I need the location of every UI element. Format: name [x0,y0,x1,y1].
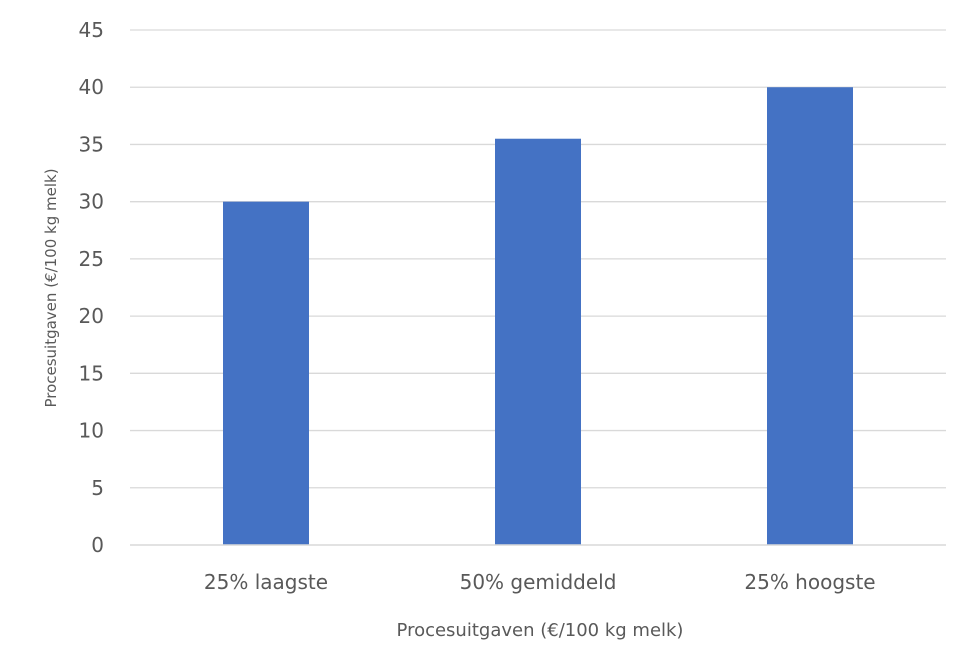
y-tick-label: 20 [79,304,104,328]
y-tick-label: 25 [79,247,104,271]
y-axis-tick-labels: 0 5 10 15 20 25 30 35 40 45 [79,18,104,557]
bar [767,87,853,545]
y-tick-label: 45 [79,18,104,42]
y-tick-label: 30 [79,190,104,214]
y-tick-label: 5 [91,476,104,500]
y-tick-label: 0 [91,533,104,557]
x-category-label: 25% laagste [204,570,328,594]
y-tick-label: 10 [79,419,104,443]
bar [223,201,309,545]
x-axis-title: Procesuitgaven (€/100 kg melk) [397,620,684,641]
x-axis-category-labels: 25% laagste 50% gemiddeld 25% hoogste [204,570,876,594]
x-category-label: 25% hoogste [744,570,875,594]
y-tick-label: 15 [79,361,104,385]
y-tick-label: 40 [79,75,104,99]
bars [223,87,853,545]
bar [495,138,581,545]
x-category-label: 50% gemiddeld [460,570,617,594]
y-axis-title: Procesuitgaven (€/100 kg melk) [42,168,60,407]
y-tick-label: 35 [79,132,104,156]
